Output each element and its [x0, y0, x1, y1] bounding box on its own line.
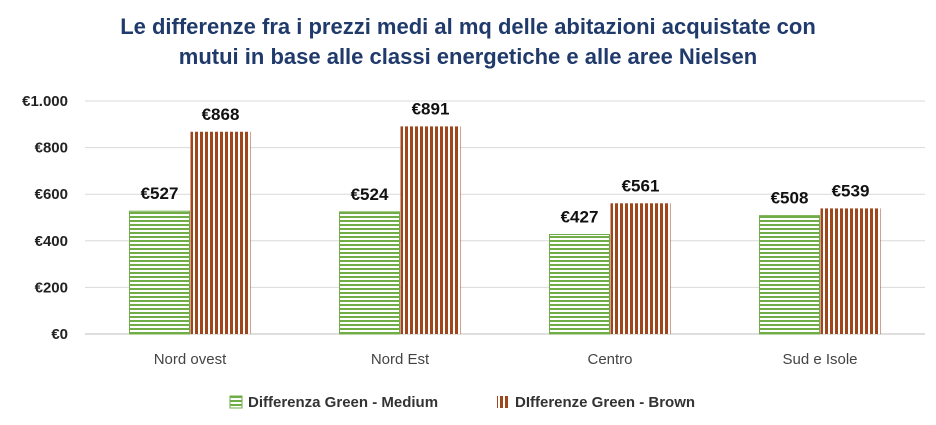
y-tick-label: €800	[35, 140, 68, 157]
y-tick-label: €0	[51, 326, 68, 343]
category-label: Nord Est	[371, 351, 430, 368]
bar-green-brown	[820, 208, 881, 334]
data-label: €868	[202, 105, 240, 124]
legend: Differenza Green - Medium DIfferenze Gree…	[229, 394, 695, 411]
bar-green-medium	[339, 211, 400, 335]
data-label: €527	[141, 184, 179, 203]
data-label: €539	[832, 181, 870, 200]
bar-green-brown	[400, 126, 461, 334]
data-label: €891	[412, 99, 450, 118]
chart-title-line-1: Le differenze fra i prezzi medi al mq de…	[120, 14, 816, 39]
bars	[129, 126, 881, 335]
bar-green-brown	[610, 203, 671, 334]
data-label: €427	[561, 208, 599, 227]
data-label: €561	[622, 176, 660, 195]
labels: €0 €200 €400 €600 €800 €1.000 €527 €868 Nord ove…	[22, 93, 869, 368]
y-tick-label: €400	[35, 233, 68, 250]
legend-swatch	[497, 396, 509, 408]
chart-title-line-2: mutui in base alle classi energetiche e …	[178, 44, 758, 69]
legend-label: Differenza Green - Medium	[248, 394, 438, 411]
category-label: Nord ovest	[154, 351, 227, 368]
bar-green-medium	[759, 215, 820, 335]
y-tick-label: €1.000	[22, 93, 68, 110]
category-label: Centro	[587, 351, 632, 368]
y-tick-label: €200	[35, 279, 68, 296]
data-label: €508	[771, 189, 809, 208]
y-tick-label: €600	[35, 186, 68, 203]
legend-label: DIfferenze Green - Brown	[515, 394, 695, 411]
bar-green-brown	[190, 131, 251, 334]
legend-swatch	[229, 395, 243, 409]
bar-green-medium	[549, 234, 610, 335]
bar-green-medium	[129, 210, 190, 335]
category-label: Sud e Isole	[782, 351, 857, 368]
data-label: €524	[351, 185, 389, 204]
